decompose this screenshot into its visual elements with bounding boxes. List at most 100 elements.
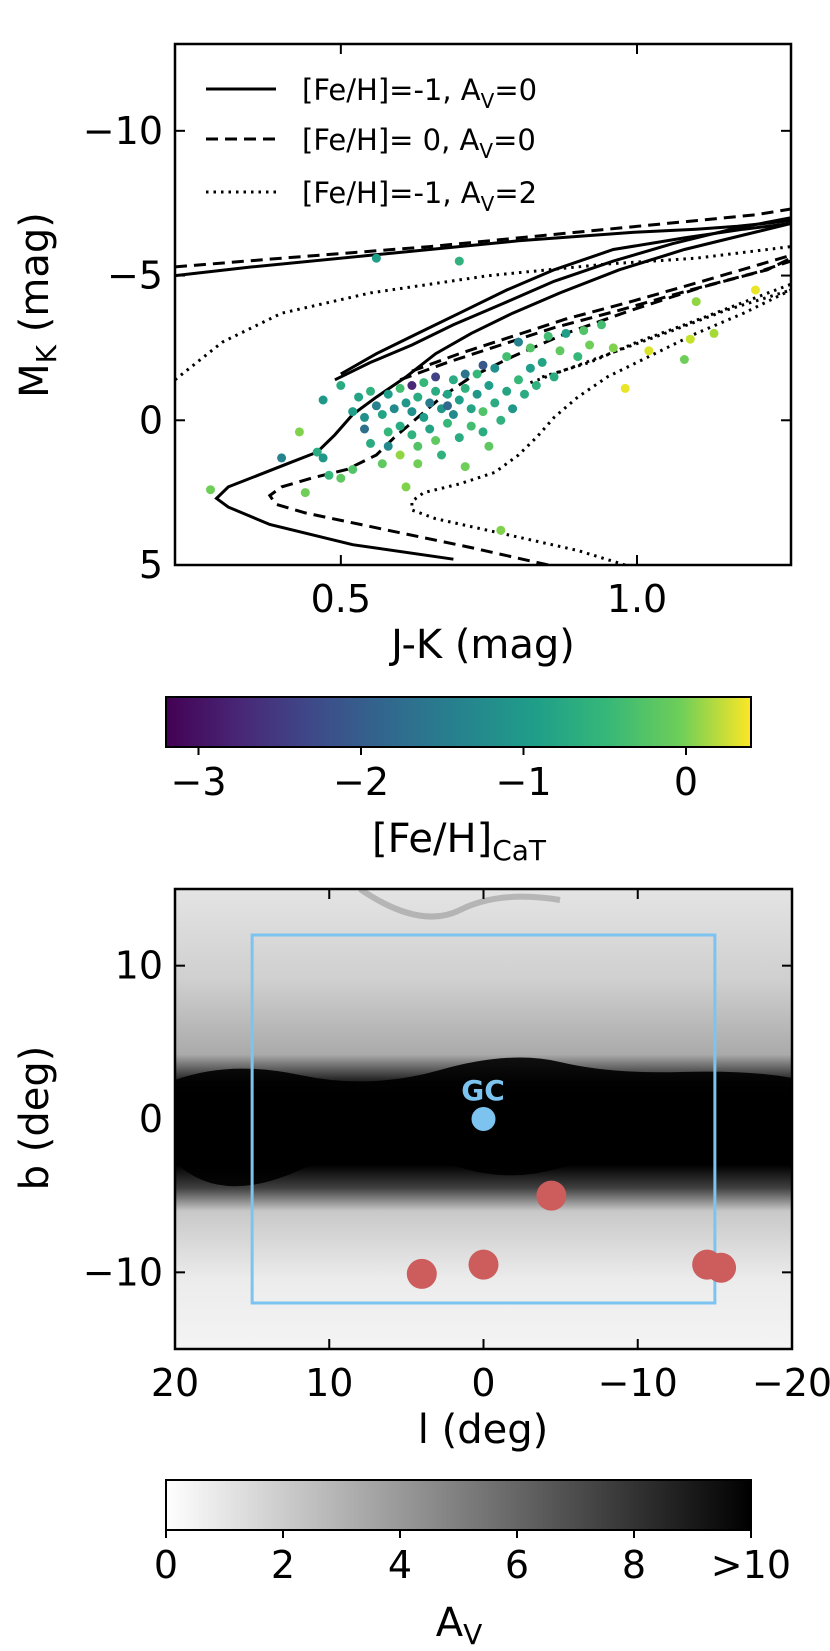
feh-colorbar: −3 −2 −1 0 [Fe/H]CaT [165,696,752,867]
star-point [579,326,589,336]
star-point [395,421,405,431]
cmd-legend: [Fe/H]=-1, AV=0 [Fe/H]= 0, AV=0 [Fe/H]=-… [206,73,537,216]
isochrone-dashed-5 [411,253,791,373]
star-point [514,375,523,385]
field-marker [536,1180,567,1211]
colorbar-tick-label: 4 [388,1543,412,1587]
cmd-x-axis-label: J-K (mag) [388,622,575,668]
gc-marker [471,1107,496,1131]
map-x-tick-label: 20 [151,1361,199,1405]
star-point [377,410,387,419]
star-point [478,407,488,417]
star-point [360,424,369,434]
star-point [472,389,482,399]
map-x-axis-label: l (deg) [418,1407,548,1453]
map-x-tick-label: −10 [598,1361,678,1405]
feh-colorbar-label: [Fe/H]CaT [372,816,547,867]
star-point [354,392,364,402]
star-point [395,450,405,460]
cmd-y-tick-label: −10 [83,109,163,153]
star-point [448,375,458,385]
star-point [431,436,441,445]
av-colorbar-ticks: 0 2 4 6 8 >10 [154,1530,791,1587]
star-point [454,395,464,405]
star-point [312,447,322,457]
star-point [508,404,518,414]
star-point [336,473,346,483]
av-colorbar-gradient [165,1479,752,1531]
star-point [537,357,547,367]
map-panel: −20 −10 0 10 20 10 0 −10 GC l (deg) b (deg) [12,887,830,1453]
colorbar-tick-label: −1 [495,760,551,804]
star-point [425,424,435,434]
star-point [437,450,446,460]
star-point [555,346,565,356]
star-point [206,485,215,495]
star-point [478,360,488,370]
star-point [496,415,506,425]
cmd-y-tick-label: 5 [139,543,163,587]
legend-label-2: [Fe/H]= 0, AV=0 [302,123,536,163]
isochrone-solid-2 [334,216,791,382]
cmd-y-tick-label: −5 [107,254,163,298]
isochrone-dashed-6 [399,259,791,382]
star-point [300,488,310,498]
field-marker [406,1258,437,1289]
map-x-tick-label: −20 [752,1361,830,1405]
map-y-tick-label: 10 [115,944,163,988]
isochrone-dashed-4 [267,256,791,565]
star-point [585,340,595,350]
star-point [502,386,512,396]
star-point [472,369,482,379]
star-point [502,352,512,362]
cmd-panel: 0.5 1.0 −10 −5 0 5 [Fe/H]=-1, AV=0 [Fe/H]= 0,… [12,42,793,668]
star-point [277,453,287,463]
star-point [525,343,535,353]
isochrone-dashed-7 [175,207,791,269]
map-overlay [250,933,737,1305]
star-point [431,372,441,382]
star-point [514,337,523,347]
star-point [466,404,476,414]
star-point [407,407,417,417]
cmd-x-tick-label: 1.0 [607,577,667,621]
star-point [466,421,476,431]
legend-label-1: [Fe/H]=-1, AV=0 [302,73,537,113]
av-colorbar: 0 2 4 6 8 >10 AV [154,1479,791,1651]
star-point [383,441,393,451]
star-point [371,401,381,411]
star-point [377,459,387,469]
legend-label-3: [Fe/H]=-1, AV=2 [302,176,537,216]
star-point [419,412,429,422]
cmd-axes-frame [173,42,793,567]
star-point [484,441,494,451]
star-points [206,253,760,535]
map-x-tick-label: 0 [471,1361,495,1405]
star-point [294,427,304,437]
star-point [597,320,606,330]
star-point [460,383,470,393]
av-colorbar-label: AV [436,1600,483,1651]
star-point [425,398,435,408]
star-point [644,346,654,356]
isochrone-dotted-10 [529,288,791,385]
star-point [413,392,423,402]
colorbar-tick-label: −3 [170,760,226,804]
star-point [484,381,494,390]
star-point [443,418,452,428]
field-marker [706,1252,737,1283]
map-x-tick-label: 10 [305,1361,353,1405]
star-point [490,363,500,373]
isochrone-curves [175,207,791,565]
star-point [496,525,506,535]
colorbar-tick-label: >10 [711,1543,791,1587]
map-y-tick-label: 0 [139,1097,163,1141]
field-marker [468,1249,499,1280]
star-point [407,381,417,390]
star-point [419,378,429,388]
map-y-tick-label: −10 [83,1250,163,1294]
star-point [431,386,441,396]
star-point [679,355,689,364]
star-point [395,383,405,393]
